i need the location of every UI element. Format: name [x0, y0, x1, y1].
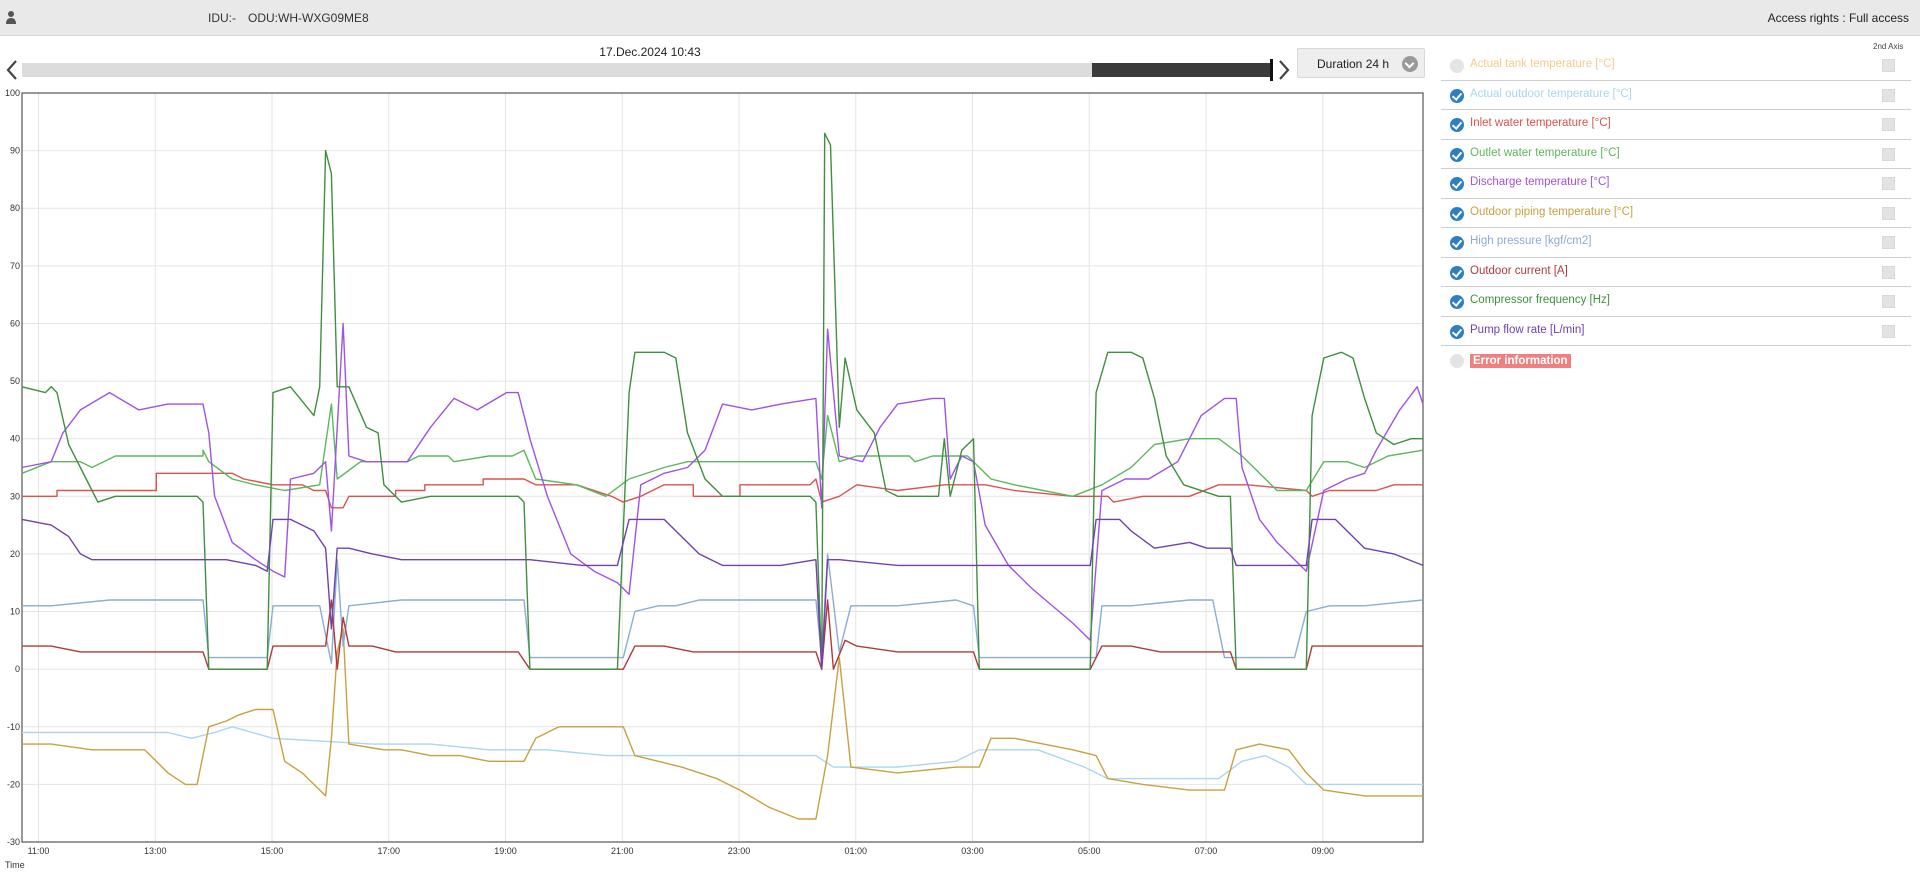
- x-tick-label: 05:00: [1078, 846, 1101, 856]
- legend-item-label: High pressure [kgf/cm2]: [1470, 235, 1592, 247]
- duration-value: Duration 24 h: [1317, 57, 1390, 71]
- x-tick-label: 11:00: [28, 846, 50, 856]
- second-axis-checkbox[interactable]: [1882, 236, 1895, 249]
- y-tick-label: 60: [10, 318, 20, 328]
- second-axis-checkbox[interactable]: [1882, 177, 1895, 190]
- x-tick-label: 19:00: [494, 846, 517, 856]
- legend-item[interactable]: Discharge temperature [°C]: [1441, 169, 1911, 199]
- legend-item-label: Compressor frequency [Hz]: [1470, 294, 1610, 306]
- duration-dropdown[interactable]: Duration 24 h: [1297, 48, 1425, 78]
- x-tick-label: 15:00: [261, 846, 284, 856]
- legend-item[interactable]: High pressure [kgf/cm2]: [1441, 228, 1911, 258]
- timeline-slider-handle[interactable]: [1270, 59, 1273, 81]
- legend-item-label: Inlet water temperature [°C]: [1470, 117, 1611, 129]
- legend-panel: Actual tank temperature [°C] Actual outdo…: [1441, 51, 1911, 376]
- x-tick-label: 23:00: [728, 846, 751, 856]
- legend-checkbox-icon[interactable]: [1450, 88, 1464, 103]
- legend-item-label: Outdoor current [A]: [1470, 264, 1568, 277]
- series-line-8: [21, 132, 1423, 670]
- second-axis-checkbox[interactable]: [1882, 59, 1895, 72]
- legend-item-label: Actual outdoor temperature [°C]: [1470, 87, 1632, 100]
- x-axis-title: Time: [5, 860, 25, 870]
- x-tick-label: 21:00: [611, 846, 634, 856]
- legend-item[interactable]: Outlet water temperature [°C]: [1441, 140, 1911, 169]
- legend-checkbox-icon[interactable]: [1450, 206, 1464, 221]
- series-line-4: [21, 322, 1424, 641]
- x-tick-label: 01:00: [845, 846, 868, 856]
- second-axis-checkbox[interactable]: [1882, 324, 1895, 338]
- series-line-6: [22, 553, 1424, 665]
- second-axis-label: 2nd Axis: [1873, 42, 1904, 51]
- odu-label: ODU:WH-WXG09ME8: [248, 11, 369, 25]
- timeline-slider-window[interactable]: [1092, 63, 1270, 77]
- y-tick-label: 50: [10, 376, 20, 386]
- legend-item[interactable]: Outdoor piping temperature [°C]: [1441, 199, 1911, 228]
- legend-item[interactable]: Inlet water temperature [°C]: [1441, 110, 1911, 140]
- chevron-down-icon: [1402, 56, 1418, 72]
- legend-item[interactable]: Actual outdoor temperature [°C]: [1441, 81, 1911, 110]
- legend-item-label: Outdoor piping temperature [°C]: [1470, 205, 1634, 218]
- second-axis-checkbox[interactable]: [1882, 118, 1895, 131]
- series-line-9: [21, 518, 1424, 670]
- legend-checkbox-icon[interactable]: [1450, 265, 1464, 280]
- series-line-5: [22, 628, 1423, 820]
- legend-item[interactable]: Outdoor current [A]: [1441, 258, 1911, 287]
- x-tick-label: 17:00: [378, 846, 401, 856]
- y-tick-label: 20: [10, 549, 20, 559]
- legend-checkbox-icon[interactable]: [1450, 59, 1464, 73]
- y-tick-label: 100: [5, 88, 20, 98]
- second-axis-checkbox[interactable]: [1882, 147, 1895, 161]
- idu-label: IDU:-: [208, 11, 236, 25]
- series-line-2: [22, 472, 1423, 509]
- legend-item-label: Pump flow rate [L/min]: [1470, 323, 1585, 336]
- legend-item-label: Discharge temperature [°C]: [1470, 176, 1610, 188]
- y-tick-label: 70: [10, 261, 20, 271]
- second-axis-checkbox[interactable]: [1882, 206, 1895, 220]
- legend-checkbox-icon[interactable]: [1450, 147, 1464, 162]
- legend-item-label: Actual tank temperature [°C]: [1470, 58, 1615, 70]
- y-tick-label: -10: [7, 722, 20, 732]
- line-chart: -30 -20 -10 0 10 20 30 40 50 60 70 80 90 100 11:00 13:0…: [5, 88, 1424, 870]
- legend-checkbox-icon[interactable]: [1450, 354, 1464, 368]
- y-tick-label: 40: [10, 434, 20, 444]
- legend-item[interactable]: Compressor frequency [Hz]: [1441, 287, 1911, 317]
- timeline-slider-track[interactable]: [22, 63, 1272, 77]
- legend-checkbox-icon[interactable]: [1450, 177, 1464, 191]
- next-arrow-icon[interactable]: [1276, 58, 1292, 82]
- timeline-timestamp: 17.Dec.2024 10:43: [599, 45, 701, 59]
- series-line-3: [21, 403, 1424, 497]
- x-tick-label: 03:00: [961, 846, 984, 856]
- plot-area: [22, 93, 1423, 842]
- second-axis-checkbox[interactable]: [1882, 295, 1895, 308]
- legend-checkbox-icon[interactable]: [1450, 118, 1464, 132]
- x-tick-label: 09:00: [1312, 846, 1335, 856]
- y-tick-label: -20: [7, 779, 20, 789]
- legend-item-label: Outlet water temperature [°C]: [1470, 146, 1620, 159]
- error-information-label: Error information: [1470, 354, 1571, 368]
- legend-item[interactable]: Pump flow rate [L/min]: [1441, 317, 1911, 346]
- x-tick-label: 13:00: [144, 846, 167, 856]
- y-tick-label: 0: [15, 664, 20, 674]
- y-tick-label: -30: [7, 837, 20, 847]
- x-tick-label: 07:00: [1195, 846, 1218, 856]
- y-tick-label: 30: [10, 491, 20, 501]
- second-axis-checkbox[interactable]: [1882, 265, 1895, 279]
- previous-arrow-icon[interactable]: [4, 58, 20, 82]
- top-bar: IDU:- ODU:WH-WXG09ME8 Access rights : Fu…: [0, 0, 1920, 36]
- legend-item-error[interactable]: Error information: [1441, 346, 1911, 376]
- y-tick-label: 90: [10, 146, 20, 156]
- series-line-7: [22, 599, 1423, 670]
- y-tick-label: 10: [10, 607, 20, 617]
- user-icon[interactable]: [5, 10, 17, 24]
- legend-checkbox-icon[interactable]: [1450, 324, 1464, 339]
- legend-checkbox-icon[interactable]: [1450, 295, 1464, 309]
- access-rights-label: Access rights : Full access: [1767, 11, 1909, 25]
- legend-checkbox-icon[interactable]: [1450, 236, 1464, 250]
- y-tick-label: 80: [10, 203, 20, 213]
- second-axis-checkbox[interactable]: [1882, 88, 1895, 102]
- series-line-1: [22, 726, 1423, 786]
- legend-item[interactable]: Actual tank temperature [°C]: [1441, 51, 1911, 81]
